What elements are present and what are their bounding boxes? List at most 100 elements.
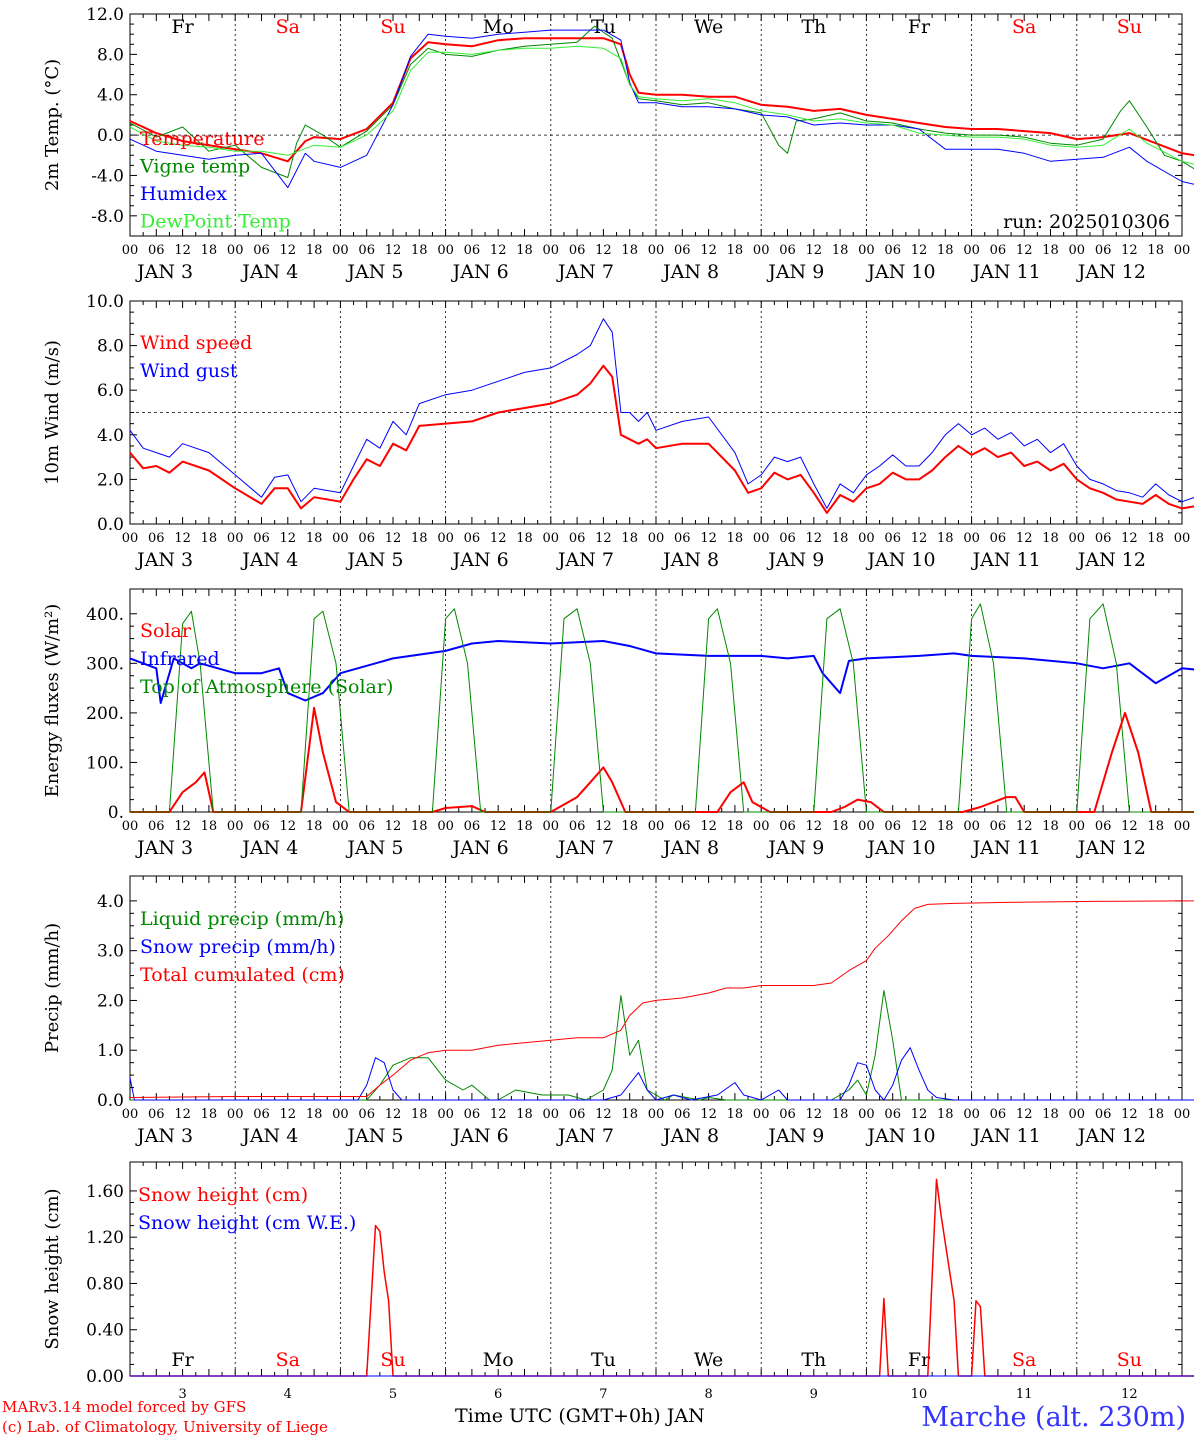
hour-tick-label: 06 (990, 531, 1007, 546)
date-label: JAN 12 (1076, 837, 1146, 859)
hour-tick-label: 12 (490, 243, 507, 258)
y-tick-label: 2.0 (97, 991, 124, 1011)
hour-tick-label: 06 (464, 243, 481, 258)
hour-tick-label: 12 (490, 1107, 507, 1122)
hour-tick-label: 18 (1147, 243, 1164, 258)
hour-tick-label: 12 (1121, 819, 1138, 834)
date-label: JAN 6 (451, 1125, 509, 1147)
hour-tick-label: 06 (253, 819, 270, 834)
hour-tick-label: 18 (201, 819, 218, 834)
hour-tick-label: 06 (569, 243, 586, 258)
hour-tick-label: 06 (148, 531, 165, 546)
lab-credit: (c) Lab. of Climatology, University of L… (2, 1418, 328, 1436)
panel-1: 12.0 8.0 4.0 0.0 -4.0 -8.0 2m Temp. (°C) 00 06 12… (42, 5, 1194, 283)
hour-tick-label: 06 (1095, 531, 1112, 546)
hour-tick-label: 12 (174, 819, 191, 834)
weekday-label: Fr (908, 1349, 931, 1371)
day-number-label: 11 (1016, 1387, 1033, 1402)
hour-tick-label: 18 (937, 531, 954, 546)
y-tick-label: 300. (86, 654, 124, 674)
x-axis-title: Time UTC (GMT+0h) JAN (455, 1405, 705, 1427)
weekday-label: Sa (276, 1349, 300, 1371)
hour-tick-label: 12 (385, 819, 402, 834)
hour-tick-label: 06 (990, 819, 1007, 834)
hour-tick-label: 18 (201, 531, 218, 546)
legend-entry: Wind gust (140, 360, 238, 382)
weekday-label: Sa (1012, 1349, 1036, 1371)
hour-tick-label: 12 (174, 243, 191, 258)
date-label: JAN 5 (345, 837, 403, 859)
hour-tick-label: 00 (1174, 1107, 1191, 1122)
hour-tick-label: 06 (779, 819, 796, 834)
date-label: JAN 11 (971, 1125, 1041, 1147)
hour-tick-label: 18 (937, 243, 954, 258)
day-number-label: 9 (810, 1387, 818, 1402)
hour-tick-label: 12 (385, 1107, 402, 1122)
series-line (129, 318, 1194, 509)
y-tick-label: 6.0 (97, 381, 124, 401)
hour-tick-label: 12 (700, 243, 717, 258)
date-label: JAN 5 (345, 261, 403, 283)
hour-tick-label: 18 (516, 531, 533, 546)
hour-tick-label: 18 (516, 243, 533, 258)
y-tick-label: 0.80 (86, 1274, 124, 1294)
hour-tick-label: 00 (963, 531, 980, 546)
hour-tick-label: 12 (911, 819, 928, 834)
date-label: JAN 4 (240, 1125, 298, 1147)
day-number-label: 3 (178, 1387, 186, 1402)
hour-tick-label: 12 (490, 819, 507, 834)
hour-tick-label: 12 (174, 531, 191, 546)
hour-tick-label: 00 (122, 1107, 139, 1122)
hour-tick-label: 06 (569, 531, 586, 546)
date-label: JAN 10 (865, 1125, 935, 1147)
y-tick-label: 0.0 (97, 126, 124, 146)
hour-tick-label: 18 (1147, 531, 1164, 546)
date-label: JAN 5 (345, 549, 403, 571)
hour-tick-label: 00 (1069, 531, 1086, 546)
date-label: JAN 10 (865, 549, 935, 571)
hour-tick-label: 00 (543, 1107, 560, 1122)
hour-tick-label: 00 (437, 243, 454, 258)
hour-tick-label: 18 (411, 1107, 428, 1122)
hour-tick-label: 06 (1095, 1107, 1112, 1122)
hour-tick-label: 12 (911, 531, 928, 546)
hour-tick-label: 00 (648, 243, 665, 258)
hour-tick-label: 00 (963, 1107, 980, 1122)
legend-entry: Total cumulated (cm) (140, 964, 345, 986)
hour-tick-label: 12 (490, 531, 507, 546)
hour-tick-label: 12 (700, 1107, 717, 1122)
day-number-label: 6 (494, 1387, 502, 1402)
date-label: JAN 9 (766, 837, 824, 859)
hour-tick-label: 18 (201, 1107, 218, 1122)
hour-tick-label: 12 (911, 1107, 928, 1122)
hour-tick-label: 18 (621, 243, 638, 258)
model-credit: MARv3.14 model forced by GFS (2, 1398, 247, 1416)
hour-tick-label: 18 (937, 819, 954, 834)
panel-4: 4.0 3.0 2.0 1.0 0.0 Precip (mm/h) 00 06 12 18 00 06… (42, 875, 1194, 1147)
y-axis-title: 2m Temp. (°C) (42, 59, 63, 191)
date-label: JAN 3 (135, 837, 193, 859)
legend-entry: Top of Atmosphere (Solar) (140, 676, 393, 698)
hour-tick-label: 12 (280, 243, 297, 258)
date-label: JAN 3 (135, 1125, 193, 1147)
weekday-label: Su (380, 16, 405, 38)
hour-tick-label: 00 (122, 243, 139, 258)
hour-tick-label: 18 (621, 1107, 638, 1122)
hour-tick-label: 00 (753, 1107, 770, 1122)
date-label: JAN 7 (556, 261, 614, 283)
hour-tick-label: 00 (648, 1107, 665, 1122)
series-line (130, 1178, 1194, 1377)
series-line (129, 1047, 1194, 1101)
hour-tick-label: 00 (227, 819, 244, 834)
hour-tick-label: 12 (1016, 819, 1033, 834)
hour-tick-label: 00 (543, 243, 560, 258)
date-label: JAN 9 (766, 1125, 824, 1147)
hour-tick-label: 06 (358, 531, 375, 546)
day-number-label: 8 (704, 1387, 712, 1402)
date-label: JAN 4 (240, 549, 298, 571)
hour-tick-label: 06 (779, 531, 796, 546)
hour-tick-label: 06 (569, 1107, 586, 1122)
hour-tick-label: 06 (358, 243, 375, 258)
station-name: Marche (alt. 230m) (921, 1402, 1186, 1433)
hour-tick-label: 18 (1147, 1107, 1164, 1122)
